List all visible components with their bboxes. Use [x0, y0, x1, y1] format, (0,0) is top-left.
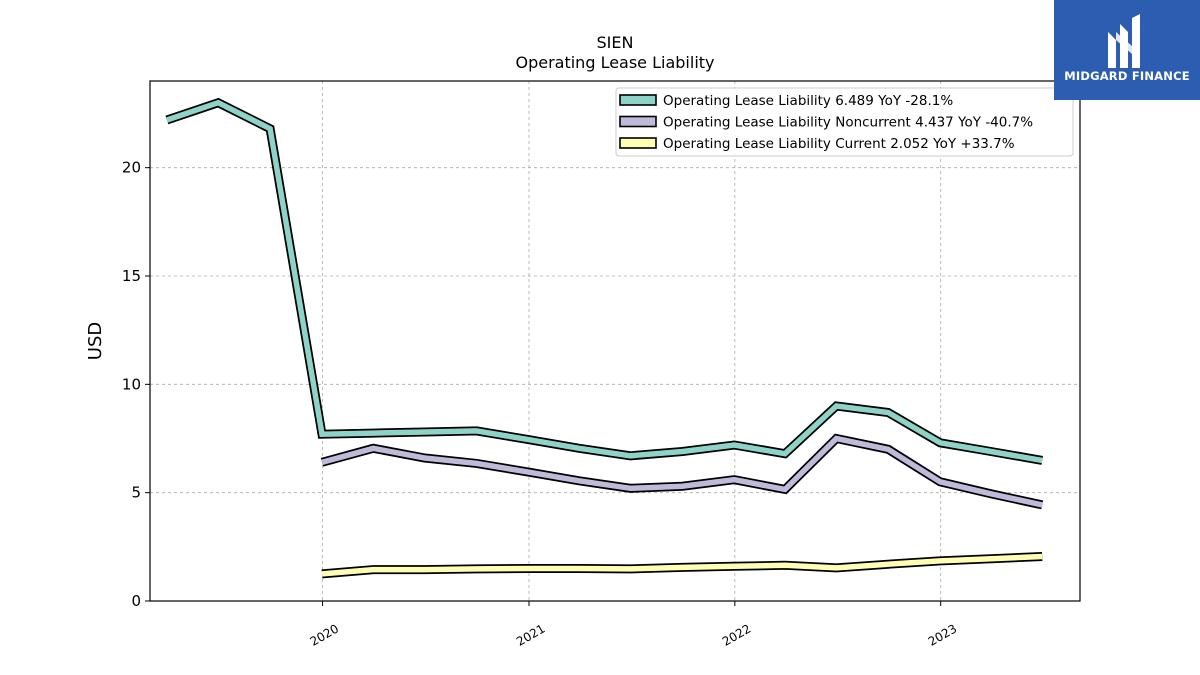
series-layer [165, 97, 1044, 579]
legend-frame [615, 87, 1074, 157]
y-tick-label: 10 [122, 375, 141, 393]
y-axis: 0 5 10 15 20 [122, 159, 150, 610]
grid [150, 81, 1080, 601]
legend-label: Operating Lease Liability 6.489 YoY -28.… [663, 93, 953, 109]
y-tick-label: 20 [122, 159, 141, 177]
legend-swatch [619, 115, 657, 128]
x-tick-label: 2021 [514, 621, 547, 648]
x-tick-label: 2022 [720, 621, 753, 648]
y-tick-label: 0 [131, 592, 141, 610]
legend-swatch [619, 137, 657, 149]
brand-logo: MIDGARD FINANCE [1054, 0, 1200, 100]
y-axis-label: USD [85, 322, 106, 360]
logo-mark-icon [1108, 14, 1140, 68]
series-line-0 [166, 99, 1043, 464]
legend-label: Operating Lease Liability Current 2.052 … [663, 136, 1015, 152]
y-tick-label: 15 [122, 267, 141, 285]
legend-label: Operating Lease Liability Noncurrent 4.4… [663, 115, 1033, 131]
plot-frame [149, 80, 1081, 602]
x-tick-label: 2020 [308, 621, 341, 648]
y-tick-label: 5 [131, 484, 141, 502]
x-tick-label: 2023 [926, 621, 959, 648]
logo-text: MIDGARD FINANCE [1064, 69, 1190, 83]
chart-subtitle: Operating Lease Liability [515, 53, 714, 72]
chart-title: SIEN [597, 33, 634, 52]
legend: Operating Lease Liability 6.489 YoY -28.… [615, 87, 1074, 157]
series-line-1 [321, 435, 1043, 508]
series-line-2 [321, 553, 1043, 577]
legend-swatch [619, 94, 657, 106]
x-axis: 2020 2021 2022 2023 [308, 601, 959, 649]
